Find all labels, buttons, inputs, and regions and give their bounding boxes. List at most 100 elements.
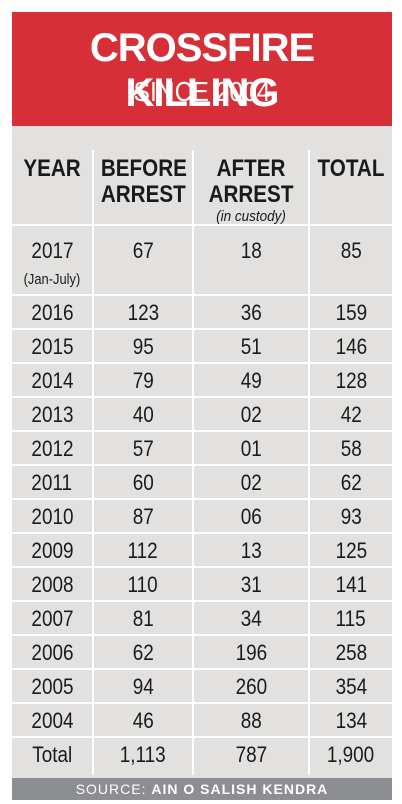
cell-total: 159 (335, 300, 367, 325)
row-divider (12, 736, 392, 738)
cell-total: 42 (340, 402, 362, 427)
cell-year: 2004 (30, 708, 74, 733)
table-row: 2010 87 06 93 (12, 500, 392, 532)
cell-after: 06 (240, 504, 262, 529)
table-row: 2007 81 34 115 (12, 602, 392, 634)
cell-total: 93 (340, 504, 362, 529)
year-note: (Jan-July) (23, 271, 81, 288)
cell-total: 258 (335, 640, 367, 665)
row-divider (12, 566, 392, 568)
header-year: YEAR (23, 155, 81, 182)
cell-after: 18 (240, 238, 262, 263)
table-row: 2013 40 02 42 (12, 398, 392, 430)
row-divider (12, 396, 392, 398)
cell-before: 81 (132, 606, 154, 631)
row-divider (12, 430, 392, 432)
cell-year: 2013 (30, 402, 74, 427)
column-divider (308, 150, 310, 775)
cell-year: 2010 (30, 504, 74, 529)
table-row: 2015 95 51 146 (12, 330, 392, 362)
source-footer: SOURCE: AIN O SALISH KENDRA (12, 778, 392, 800)
cell-before: 57 (132, 436, 154, 461)
cell-year: 2005 (30, 674, 74, 699)
cell-year: 2016 (30, 300, 74, 325)
cell-before: 46 (132, 708, 154, 733)
cell-after: 13 (240, 538, 262, 563)
cell-after: 34 (240, 606, 262, 631)
cell-before: 87 (132, 504, 154, 529)
table-row-total: Total 1,113 787 1,900 (12, 738, 392, 770)
cell-before: 94 (132, 674, 154, 699)
cell-total: 1,900 (327, 742, 375, 767)
cell-after: 01 (240, 436, 262, 461)
cell-before: 123 (127, 300, 159, 325)
title-banner: CROSSFIRE KILLING SINCE 2004 (12, 12, 392, 126)
cell-after: 787 (235, 742, 267, 767)
cell-after: 260 (235, 674, 267, 699)
cell-after: 02 (240, 402, 262, 427)
cell-before: 112 (127, 538, 159, 563)
cell-total: 85 (340, 238, 362, 263)
cell-before: 79 (132, 368, 154, 393)
cell-after: 02 (240, 470, 262, 495)
chart-title: CROSSFIRE KILLING (89, 26, 315, 115)
cell-after: 51 (240, 334, 262, 359)
cell-year: 2017(Jan-July) (23, 238, 81, 288)
source-name: AIN O SALISH KENDRA (151, 781, 329, 797)
source-prefix: SOURCE: (75, 781, 147, 797)
cell-year: 2012 (30, 436, 74, 461)
table-row: 2011 60 02 62 (12, 466, 392, 498)
column-divider (192, 150, 194, 775)
table-row: 2005 94 260 354 (12, 670, 392, 702)
chart-subtitle: SINCE 2004 (133, 76, 271, 107)
header-after-note: (in custody) (216, 208, 286, 225)
column-header-row: YEAR BEFORE ARREST AFTER ARREST (in cust… (12, 150, 392, 242)
cell-total: 128 (335, 368, 367, 393)
cell-total: 62 (340, 470, 362, 495)
header-total: TOTAL (317, 155, 385, 182)
cell-after: 88 (240, 708, 262, 733)
cell-year: Total (32, 742, 72, 767)
cell-before: 40 (132, 402, 154, 427)
cell-year: 2007 (30, 606, 74, 631)
cell-before: 110 (127, 572, 159, 597)
table-row: 2017(Jan-July) 67 18 85 (12, 226, 392, 294)
table-row: 2009 112 13 125 (12, 534, 392, 566)
cell-total: 146 (335, 334, 367, 359)
table-row: 2008 110 31 141 (12, 568, 392, 600)
cell-before: 1,113 (120, 742, 166, 767)
table-row: 2014 79 49 128 (12, 364, 392, 396)
row-divider (12, 498, 392, 500)
cell-before: 67 (132, 238, 154, 263)
table-row: 2016 123 36 159 (12, 296, 392, 328)
cell-after: 196 (235, 640, 267, 665)
row-divider (12, 328, 392, 330)
cell-before: 95 (132, 334, 154, 359)
cell-year: 2009 (30, 538, 74, 563)
header-before-arrest: BEFORE ARREST (100, 155, 187, 208)
row-divider (12, 294, 392, 296)
cell-after: 49 (240, 368, 262, 393)
row-divider (12, 362, 392, 364)
row-divider (12, 532, 392, 534)
cell-total: 141 (335, 572, 367, 597)
cell-year: 2006 (30, 640, 74, 665)
cell-before: 60 (132, 470, 154, 495)
row-divider (12, 668, 392, 670)
cell-year: 2015 (30, 334, 74, 359)
row-divider (12, 634, 392, 636)
table-row: 2004 46 88 134 (12, 704, 392, 736)
cell-after: 36 (240, 300, 262, 325)
cell-before: 62 (132, 640, 154, 665)
table-row: 2012 57 01 58 (12, 432, 392, 464)
row-divider (12, 702, 392, 704)
header-divider (12, 224, 392, 226)
cell-total: 115 (335, 606, 367, 631)
cell-total: 125 (335, 538, 367, 563)
cell-total: 134 (335, 708, 367, 733)
row-divider (12, 600, 392, 602)
cell-year: 2008 (30, 572, 74, 597)
row-divider (12, 464, 392, 466)
header-after-arrest: AFTER ARREST (in custody) (194, 156, 308, 248)
cell-year: 2011 (31, 470, 73, 495)
